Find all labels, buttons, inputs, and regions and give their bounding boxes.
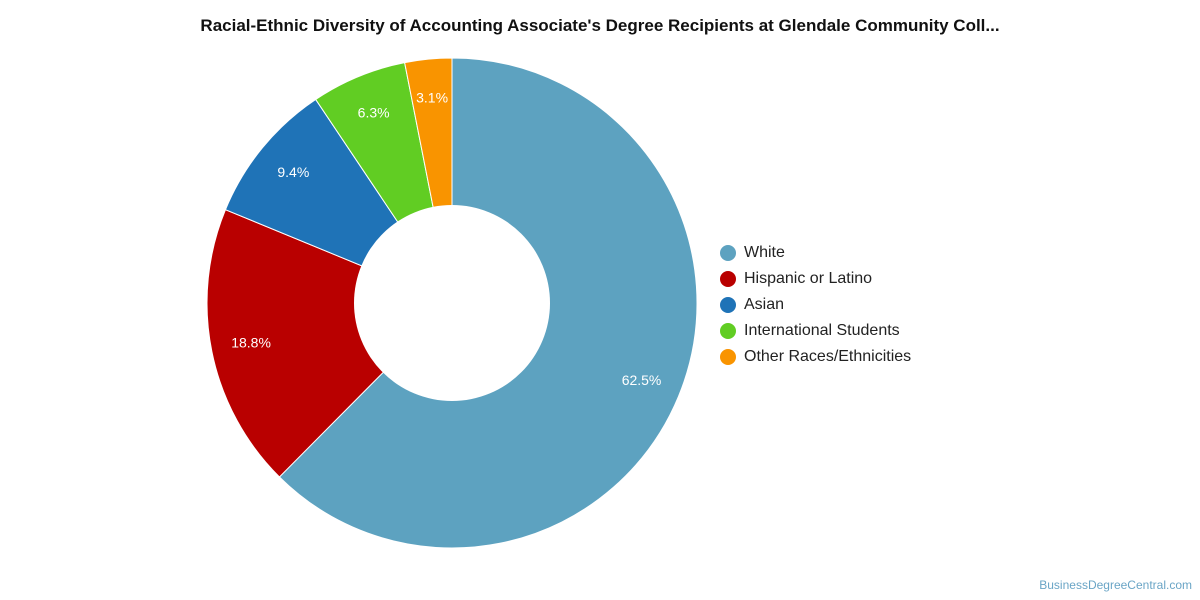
- source-credit[interactable]: BusinessDegreeCentral.com: [1039, 578, 1192, 592]
- legend-label: Hispanic or Latino: [744, 270, 873, 287]
- legend-item[interactable]: International Students: [720, 318, 911, 344]
- slice-data-label: 62.5%: [622, 372, 662, 388]
- slice-data-label: 3.1%: [416, 90, 448, 106]
- legend-item[interactable]: Asian: [720, 292, 911, 318]
- slice-data-label: 6.3%: [358, 104, 390, 120]
- legend-swatch: [720, 271, 736, 287]
- legend-item[interactable]: Hispanic or Latino: [720, 266, 911, 292]
- legend-swatch: [720, 245, 736, 261]
- legend-label: Other Races/Ethnicities: [744, 348, 912, 365]
- slice-data-label: 18.8%: [231, 334, 271, 350]
- legend-item[interactable]: White: [720, 240, 911, 266]
- donut-hole: [354, 205, 550, 401]
- legend-label: International Students: [744, 322, 900, 339]
- chart-title: Racial-Ethnic Diversity of Accounting As…: [200, 16, 1000, 35]
- legend-label: White: [744, 244, 785, 261]
- legend-swatch: [720, 323, 736, 339]
- slice-data-label: 9.4%: [277, 164, 309, 180]
- legend-swatch: [720, 349, 736, 365]
- legend-label: Asian: [744, 296, 785, 313]
- legend: White Hispanic or Latino Asian Internationa…: [720, 240, 911, 370]
- pie-slice-hispanic-or-latino[interactable]: [206, 209, 453, 478]
- legend-item[interactable]: Other Races/Ethnicities: [720, 344, 911, 370]
- legend-swatch: [720, 297, 736, 313]
